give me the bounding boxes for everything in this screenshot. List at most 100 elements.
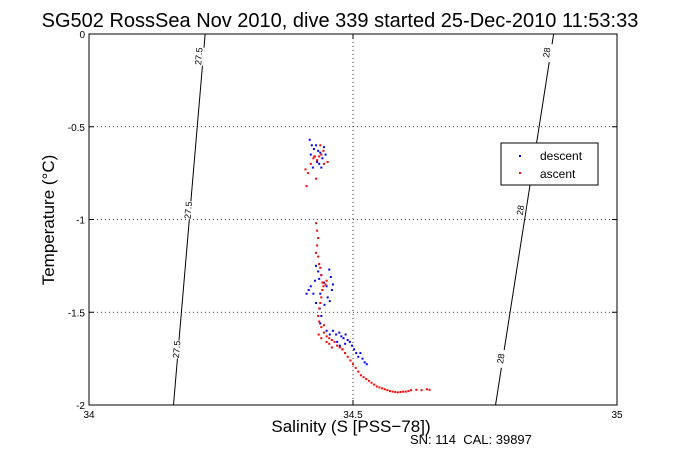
ascent-point-76: [324, 283, 327, 286]
ascent-point-18: [315, 251, 318, 254]
descent-point-32: [305, 292, 308, 295]
ascent-point-28: [318, 307, 321, 310]
descent-point-39: [325, 329, 328, 332]
isopycnal-label-bg-0-2: [170, 339, 183, 359]
isopycnal-label-0-0: 27.5: [193, 47, 204, 65]
ascent-point-77: [325, 279, 328, 282]
ascent-point-12: [326, 160, 329, 163]
ascent-point-36: [333, 340, 336, 343]
descent-point-33: [330, 288, 333, 291]
x-axis-ticks: 34 34.5 35: [83, 34, 623, 421]
ascent-point-44: [354, 366, 357, 369]
descent-point-25: [328, 300, 331, 303]
serial-calibration-note: SN: 114 CAL: 39897: [410, 432, 532, 447]
ascent-point-23: [321, 281, 324, 284]
ascent-point-6: [318, 155, 321, 158]
descent-point-58: [338, 344, 341, 347]
ascent-point-1: [307, 172, 310, 175]
ascent-point-51: [373, 383, 376, 386]
y-axis-label: Temperature (°C): [39, 155, 58, 286]
ascent-point-13: [305, 185, 308, 188]
descent-point-50: [353, 348, 356, 351]
ascent-point-65: [410, 389, 413, 392]
descent-point-55: [363, 361, 366, 364]
isopycnal-line-1: [495, 33, 555, 406]
descent-point-19: [313, 279, 316, 282]
ascent-point-68: [425, 388, 428, 391]
isopycnal-label-0-1: 27.5: [183, 201, 194, 219]
isopycnal-label-bg-1-0: [540, 42, 554, 63]
legend-marker-descent: [519, 155, 521, 157]
y-tick-label-0: 0: [79, 30, 85, 41]
ascent-point-73: [320, 337, 323, 340]
ascent-point-9: [319, 144, 322, 147]
descent-point-52: [357, 355, 360, 358]
descent-point-3: [315, 144, 318, 147]
descent-point-40: [328, 333, 331, 336]
descent-point-26: [323, 303, 326, 306]
ascent-point-62: [402, 390, 405, 393]
x-tick-label-0: 34: [83, 410, 95, 421]
descent-point-56: [365, 363, 368, 366]
descent-point-16: [317, 270, 320, 273]
ascent-point-47: [362, 376, 365, 379]
ascent-point-2: [309, 162, 312, 165]
x-axis-label: Salinity (S [PSS−78]): [271, 417, 430, 436]
descent-point-53: [359, 352, 362, 355]
y-tick-label-2: -1: [76, 216, 85, 227]
descent-point-46: [344, 333, 347, 336]
descent-point-45: [342, 337, 345, 340]
descent-point-34: [331, 283, 334, 286]
ascent-point-70: [325, 340, 328, 343]
isopycnal-label-1-0: 28: [541, 47, 552, 58]
descent-point-21: [325, 285, 328, 288]
ascent-point-38: [338, 346, 341, 349]
isopycnal-label-bg-0-0: [193, 46, 205, 66]
ascent-point-15: [316, 229, 319, 232]
descent-point-57: [336, 340, 339, 343]
descent-point-7: [321, 157, 324, 160]
ascent-point-37: [336, 344, 339, 347]
chart-title: SG502 RossSea Nov 2010, dive 339 started…: [42, 10, 639, 32]
ascent-point-35: [330, 339, 333, 342]
ascent-point-53: [378, 386, 381, 389]
descent-point-31: [307, 288, 310, 291]
ascent-point-56: [386, 389, 389, 392]
ascent-point-64: [407, 390, 410, 393]
ascent-point-61: [399, 391, 402, 394]
legend-marker-ascent: [519, 172, 521, 174]
descent-point-54: [361, 357, 364, 360]
descent-point-36: [328, 268, 331, 271]
ascent-point-45: [357, 370, 360, 373]
isopycnal-lines: 27.5 27.5 27.5 28 28 28: [170, 33, 555, 406]
data-points: [304, 138, 431, 394]
ascent-point-10: [315, 177, 318, 180]
ascent-point-52: [375, 385, 378, 388]
legend: descent ascent: [500, 142, 599, 186]
ascent-point-22: [320, 274, 323, 277]
descent-point-60: [344, 342, 347, 345]
ascent-point-14: [315, 222, 318, 225]
legend-box: [500, 142, 599, 186]
descent-point-18: [318, 277, 321, 280]
descent-point-2: [312, 148, 315, 151]
ascent-point-60: [396, 391, 399, 394]
descent-point-23: [319, 292, 322, 295]
descent-point-51: [355, 352, 358, 355]
descent-point-6: [319, 151, 322, 154]
ascent-point-57: [388, 390, 391, 393]
ascent-point-25: [321, 288, 324, 291]
ascent-point-4: [313, 155, 316, 158]
y-tick-label-3: -1.5: [68, 308, 86, 319]
ascent-point-72: [330, 346, 333, 349]
descent-point-12: [318, 162, 321, 165]
ascent-point-17: [316, 244, 319, 247]
ascent-point-59: [394, 391, 397, 394]
descent-point-35: [329, 276, 332, 279]
isopycnal-label-bg-1-2: [494, 348, 508, 369]
x-tick-label-1: 34.5: [343, 410, 363, 421]
ascent-point-0: [304, 168, 307, 171]
y-axis-ticks: 0 -0.5 -1 -1.5 -2: [68, 30, 617, 412]
descent-point-47: [346, 339, 349, 342]
descent-point-44: [340, 335, 343, 338]
